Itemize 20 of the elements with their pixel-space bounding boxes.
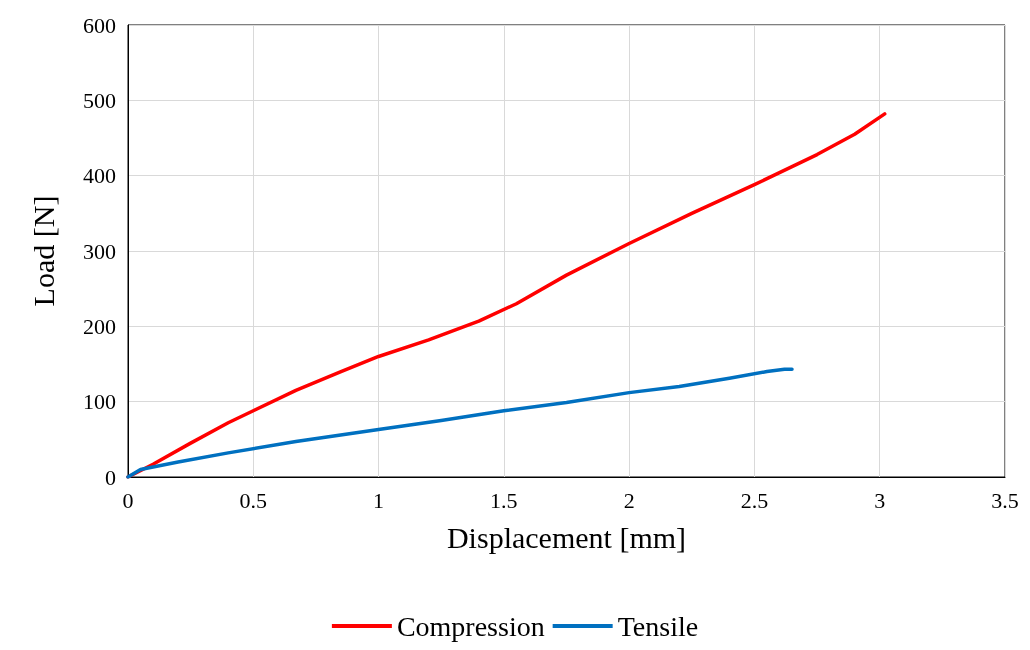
x-tick-label: 2 [623,487,635,513]
y-axis-title: Load [N] [26,195,60,307]
y-tick-label: 0 [105,464,116,490]
x-tick-label: 2.5 [740,487,769,513]
x-tick-label: 1 [373,487,385,513]
x-tick-label: 3.5 [991,487,1019,513]
y-tick-label: 200 [83,313,116,339]
y-tick-label: 100 [83,389,116,415]
x-tick-label: 0 [122,487,134,513]
x-tick-label: 1.5 [490,487,518,513]
x-axis-title: Displacement [mm] [446,520,687,554]
x-tick-label: 3 [874,487,886,513]
y-tick-label: 600 [83,12,116,38]
y-tick-label: 500 [83,87,116,113]
legend-label: Compression [396,610,545,642]
y-tick-label: 400 [83,163,116,189]
x-tick-label: 0.5 [239,487,268,513]
y-tick-label: 300 [83,238,116,264]
legend-label: Tensile [617,610,699,642]
line-series [126,367,794,479]
